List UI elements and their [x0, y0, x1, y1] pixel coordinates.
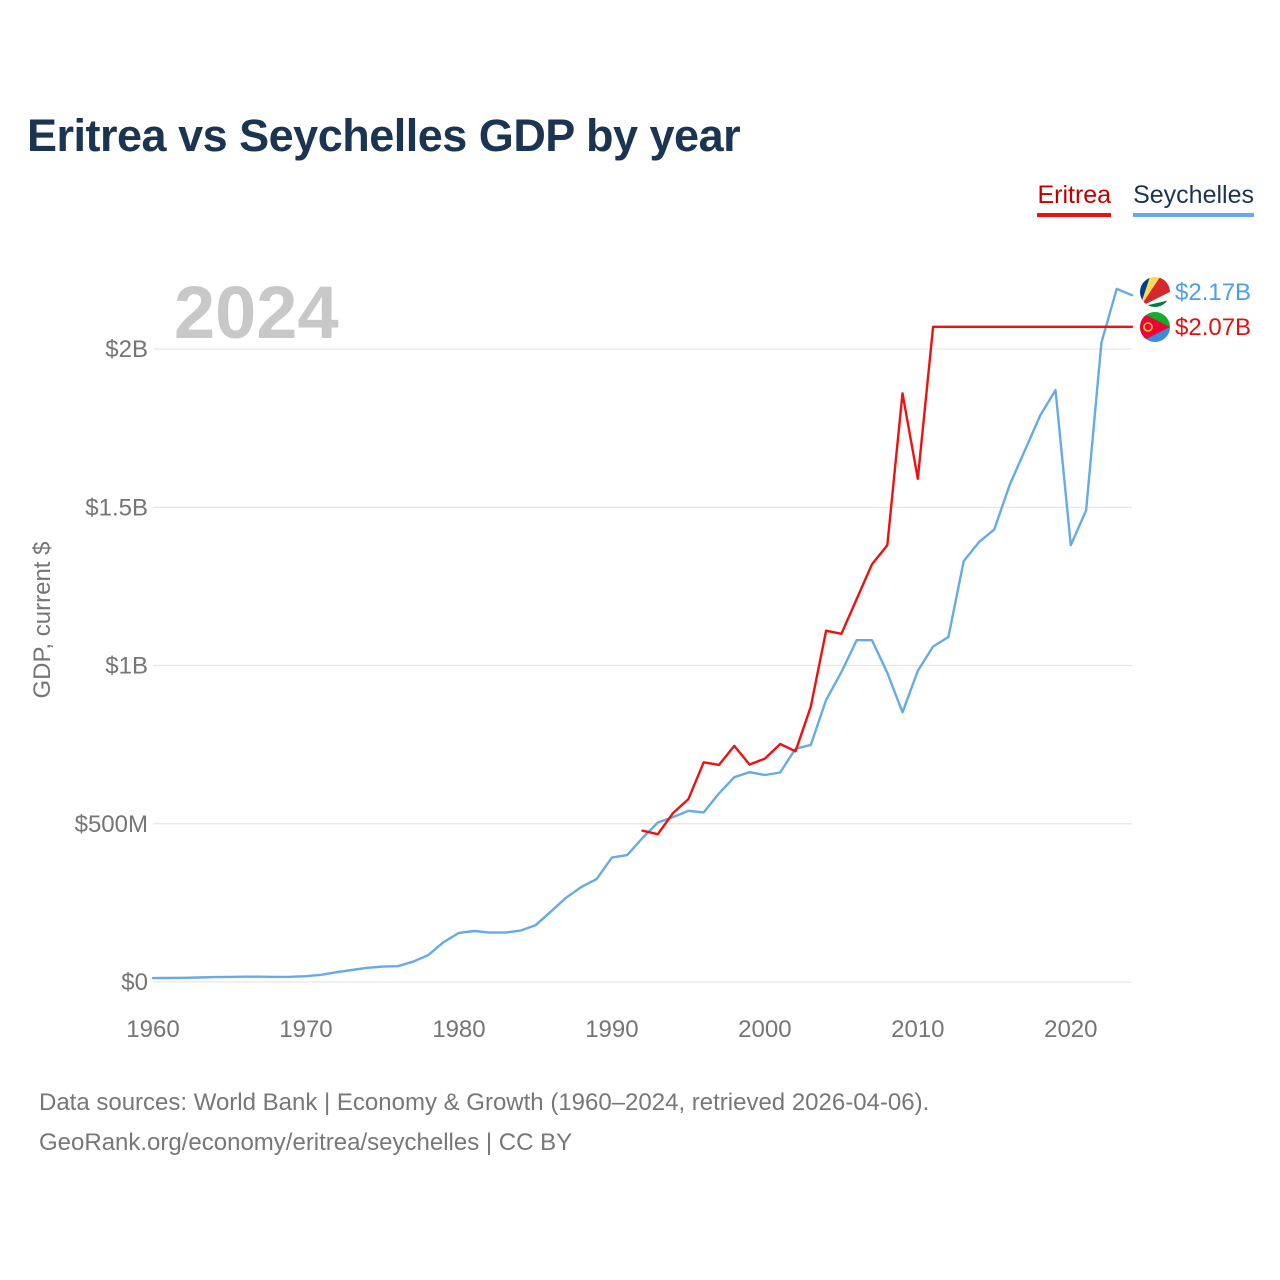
year-watermark: 2024: [174, 271, 339, 354]
y-tick-label: $1.5B: [85, 494, 148, 521]
x-tick-label: 2000: [738, 1016, 791, 1043]
legend-item-seychelles[interactable]: Seychelles: [1133, 180, 1254, 217]
x-axis: 1960 1970 1980 1990 2000 2010 2020: [126, 1016, 1097, 1043]
series-layer: [151, 287, 1134, 980]
x-tick-label: 2020: [1044, 1016, 1097, 1043]
data-sources-text: Data sources: World Bank | Economy & Gro…: [39, 1089, 930, 1116]
series-line-seychelles[interactable]: [151, 287, 1134, 980]
chart-title: Eritrea vs Seychelles GDP by year: [27, 110, 741, 161]
seychelles-flag-icon: [1140, 277, 1170, 307]
source-link[interactable]: GeoRank.org/economy/eritrea/seychelles |…: [39, 1129, 573, 1156]
y-tick-label: $2B: [105, 336, 148, 363]
seychelles-end-value: $2.17B: [1175, 279, 1251, 306]
x-tick-label: 1960: [126, 1016, 179, 1043]
y-axis-label: GDP, current $: [29, 542, 56, 699]
gridlines: [153, 348, 1132, 983]
y-tick-label: $1B: [105, 653, 148, 680]
series-line-eritrea[interactable]: [641, 325, 1134, 836]
y-tick-label: $500M: [75, 811, 148, 838]
legend-label-eritrea: Eritrea: [1037, 181, 1112, 209]
x-tick-label: 1980: [432, 1016, 485, 1043]
x-tick-label: 1970: [279, 1016, 332, 1043]
y-axis: $0 $500M $1B $1.5B $2B: [75, 336, 148, 996]
chart-footer: Data sources: World Bank | Economy & Gro…: [39, 1083, 929, 1163]
x-tick-label: 2010: [891, 1016, 944, 1043]
eritrea-end-value: $2.07B: [1175, 314, 1251, 341]
x-tick-label: 1990: [585, 1016, 638, 1043]
chart-legend: Eritrea Seychelles: [1037, 180, 1254, 217]
legend-item-eritrea[interactable]: Eritrea: [1037, 180, 1112, 217]
eritrea-flag-icon: [1140, 312, 1170, 342]
legend-label-seychelles: Seychelles: [1133, 181, 1254, 209]
y-tick-label: $0: [121, 969, 148, 996]
